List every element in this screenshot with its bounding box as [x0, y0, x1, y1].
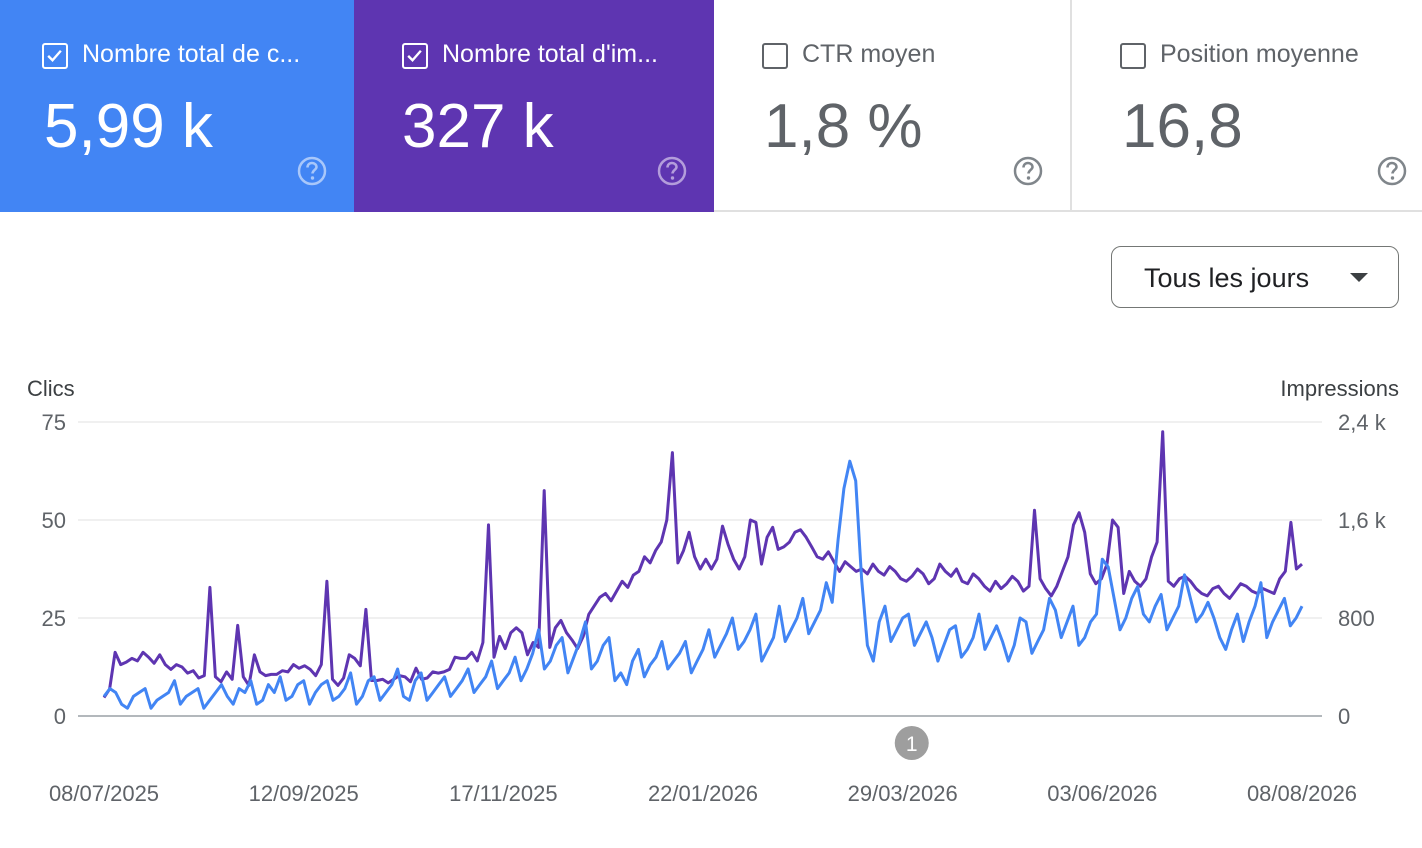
checkbox-checked-icon[interactable] — [402, 43, 428, 69]
metric-label: Nombre total d'im... — [442, 40, 658, 68]
help-icon[interactable] — [296, 155, 328, 187]
left-tick-label: 0 — [54, 704, 66, 729]
annotation-label: 1 — [906, 733, 918, 756]
help-icon[interactable] — [1012, 155, 1044, 187]
metric-card-ctr[interactable]: CTR moyen 1,8 % — [714, 0, 1072, 212]
annotation-marker[interactable] — [894, 726, 929, 760]
date-granularity-dropdown[interactable]: Tous les jours — [1111, 246, 1399, 308]
left-axis-label: Clics — [27, 376, 75, 401]
metric-value: 5,99 k — [44, 92, 213, 161]
right-tick-label: 2,4 k — [1338, 410, 1387, 435]
metric-label: Position moyenne — [1160, 40, 1359, 68]
metric-value: 1,8 % — [764, 92, 923, 161]
checkbox-unchecked-icon[interactable] — [1120, 43, 1146, 69]
x-tick-label: 29/03/2026 — [848, 781, 958, 806]
x-tick-label: 17/11/2025 — [449, 781, 557, 806]
metric-label: CTR moyen — [802, 40, 936, 68]
metric-card-clicks[interactable]: Nombre total de c... 5,99 k — [0, 0, 354, 212]
left-tick-label: 50 — [42, 508, 66, 533]
dropdown-label: Tous les jours — [1144, 263, 1310, 293]
right-tick-label: 800 — [1338, 606, 1375, 631]
x-tick-label: 22/01/2026 — [648, 781, 758, 806]
metric-value: 16,8 — [1122, 92, 1243, 161]
impressions-series-line — [102, 430, 1303, 699]
x-tick-label: 03/06/2026 — [1047, 781, 1157, 806]
clicks-series-line — [102, 459, 1304, 710]
left-tick-label: 25 — [42, 606, 66, 631]
right-tick-label: 1,6 k — [1338, 508, 1387, 533]
metric-card-position[interactable]: Position moyenne 16,8 — [1072, 0, 1422, 212]
left-tick-label: 75 — [42, 410, 66, 435]
checkbox-checked-icon[interactable] — [42, 43, 68, 69]
x-tick-label: 08/08/2026 — [1247, 781, 1357, 806]
performance-chart: 0 0 25 800 50 1,6 k 75 2,4 k Clics Impressions 08/… — [27, 376, 1399, 806]
checkbox-unchecked-icon[interactable] — [762, 43, 788, 69]
metric-label: Nombre total de c... — [82, 40, 301, 68]
help-icon[interactable] — [656, 155, 688, 187]
right-axis-label: Impressions — [1280, 376, 1399, 401]
metric-cards: Nombre total de c... 5,99 k Nombre total… — [0, 0, 1422, 212]
right-tick-label: 0 — [1338, 704, 1350, 729]
help-icon[interactable] — [1376, 155, 1408, 187]
metric-card-impressions[interactable]: Nombre total d'im... 327 k — [354, 0, 714, 212]
x-tick-label: 12/09/2025 — [249, 781, 359, 806]
metric-value: 327 k — [402, 92, 554, 161]
x-tick-label: 08/07/2025 — [49, 781, 159, 806]
caret-down-icon — [1350, 273, 1368, 282]
